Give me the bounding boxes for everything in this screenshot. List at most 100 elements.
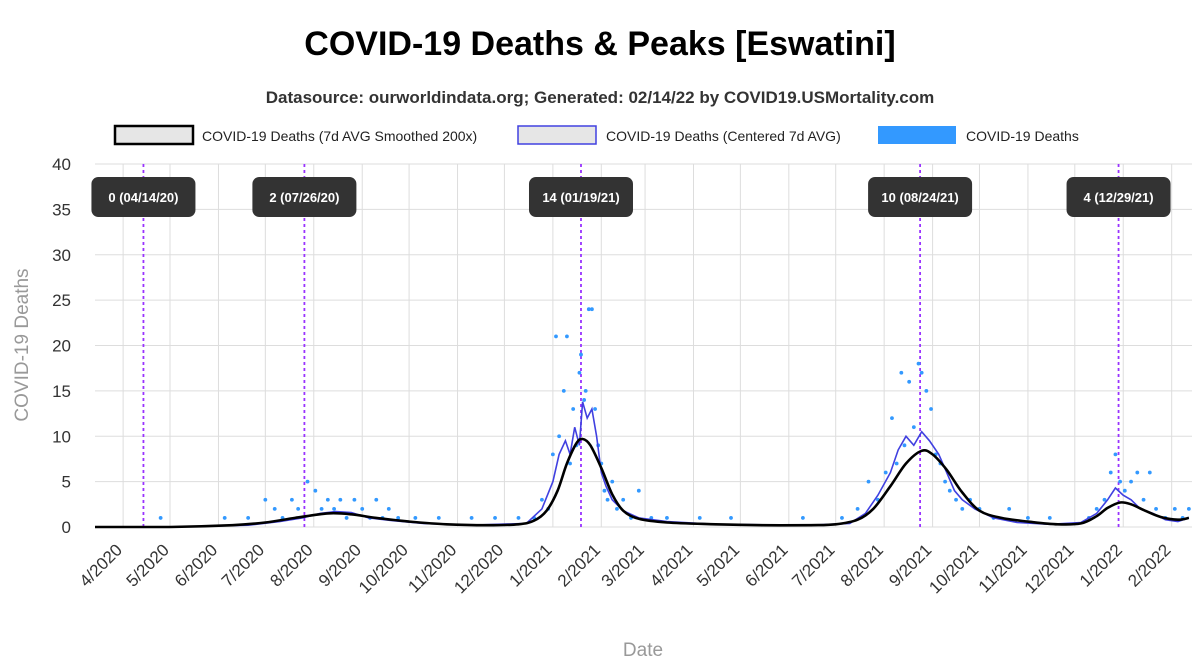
- data-point: [338, 497, 343, 502]
- data-point: [855, 506, 860, 511]
- data-point: [1007, 506, 1012, 511]
- grid: [95, 163, 1192, 528]
- x-tick-label: 12/2020: [450, 540, 507, 597]
- legend-swatch-smoothed: [113, 124, 195, 146]
- x-tick-label: 10/2020: [355, 540, 412, 597]
- x-tick-label: 7/2020: [218, 540, 268, 590]
- x-tick-label: 6/2020: [171, 540, 221, 590]
- data-point: [883, 470, 888, 475]
- data-point: [568, 461, 572, 466]
- data-point: [557, 434, 562, 439]
- data-point: [636, 488, 641, 493]
- y-axis-label: COVID-19 Deaths: [12, 268, 33, 421]
- data-point: [665, 516, 669, 520]
- data-point: [610, 479, 615, 484]
- data-point: [332, 506, 336, 511]
- data-point: [1113, 452, 1118, 457]
- data-point: [947, 488, 952, 493]
- data-point: [924, 388, 929, 393]
- x-tick-label: 11/2020: [404, 540, 460, 596]
- data-point: [360, 506, 365, 511]
- peak-lines: [142, 164, 1120, 527]
- peak-label-box: [91, 177, 196, 217]
- y-tick-label: 10: [52, 427, 71, 446]
- data-point: [1047, 516, 1052, 520]
- data-point: [579, 352, 583, 357]
- peak-label: 0 (04/14/20): [108, 190, 178, 205]
- legend-label-smoothed: COVID-19 Deaths (7d AVG Smoothed 200x): [202, 128, 477, 144]
- data-point: [344, 516, 349, 520]
- data-point: [602, 488, 607, 493]
- data-point: [907, 379, 912, 384]
- y-tick-label: 25: [52, 291, 71, 310]
- y-tick-label: 15: [52, 382, 71, 401]
- data-point: [158, 516, 163, 520]
- data-point: [1118, 479, 1123, 484]
- data-point: [1154, 506, 1158, 511]
- smoothed-line: [95, 437, 1190, 529]
- x-tick-label: 4/2021: [646, 540, 696, 590]
- peak-label-box: [528, 177, 633, 217]
- peak-label: 2 (07/26/20): [269, 190, 339, 205]
- legend-swatch-points: [878, 126, 956, 144]
- data-point: [493, 516, 497, 520]
- data-point: [593, 407, 597, 411]
- x-tick-label: 8/2020: [266, 540, 316, 590]
- legend: COVID-19 Deaths (7d AVG Smoothed 200x) C…: [113, 124, 1079, 146]
- x-tick-label: 11/2021: [975, 540, 1031, 596]
- legend-swatch-avg: [517, 125, 597, 145]
- x-tick-label: 8/2021: [837, 540, 887, 590]
- data-point: [605, 497, 610, 502]
- x-tick-label: 3/2021: [598, 540, 648, 590]
- data-point: [246, 516, 251, 520]
- x-tick-label: 5/2020: [123, 540, 173, 590]
- data-point: [436, 516, 441, 520]
- y-tick-label: 20: [52, 337, 71, 356]
- x-tick-label: 1/2022: [1076, 540, 1126, 590]
- data-point: [954, 497, 958, 502]
- data-point: [313, 488, 318, 493]
- x-tick-label: 2/2021: [554, 540, 604, 590]
- peak-label: 4 (12/29/21): [1083, 190, 1153, 205]
- x-axis-label: Date: [623, 640, 663, 661]
- y-tick-label: 5: [62, 473, 71, 492]
- data-point: [911, 425, 916, 430]
- data-point: [894, 461, 899, 466]
- data-point: [319, 506, 324, 511]
- avg-line: [95, 401, 1190, 528]
- data-point: [890, 416, 894, 420]
- x-tick-label: 2/2022: [1124, 540, 1174, 590]
- data-point: [729, 516, 733, 520]
- x-tick-label: 4/2020: [76, 540, 126, 590]
- data-point: [1102, 497, 1107, 502]
- data-point: [561, 388, 566, 393]
- data-point: [577, 370, 582, 375]
- data-point: [902, 443, 907, 448]
- data-point: [583, 388, 588, 393]
- data-point: [800, 516, 805, 520]
- legend-label-avg: COVID-19 Deaths (Centered 7d AVG): [606, 128, 841, 144]
- data-point: [840, 516, 844, 520]
- data-point: [263, 497, 268, 502]
- data-point: [516, 516, 521, 520]
- data-point: [1108, 470, 1113, 475]
- data-point: [1135, 470, 1140, 475]
- data-point: [565, 334, 569, 339]
- peak-label: 14 (01/19/21): [542, 190, 619, 205]
- data-point: [289, 497, 294, 502]
- data-point: [540, 497, 544, 502]
- data-point: [325, 497, 330, 502]
- data-point: [296, 506, 301, 511]
- y-tick-label: 30: [52, 246, 71, 265]
- data-point: [222, 516, 227, 520]
- data-point: [374, 497, 379, 502]
- data-point: [1186, 506, 1191, 511]
- y-tick-label: 0: [62, 518, 71, 537]
- data-point: [621, 497, 626, 502]
- x-tick-label: 5/2021: [693, 540, 743, 590]
- data-point: [469, 516, 474, 520]
- data-point: [916, 361, 921, 366]
- data-point: [305, 479, 310, 484]
- x-tick-label: 6/2021: [741, 540, 791, 590]
